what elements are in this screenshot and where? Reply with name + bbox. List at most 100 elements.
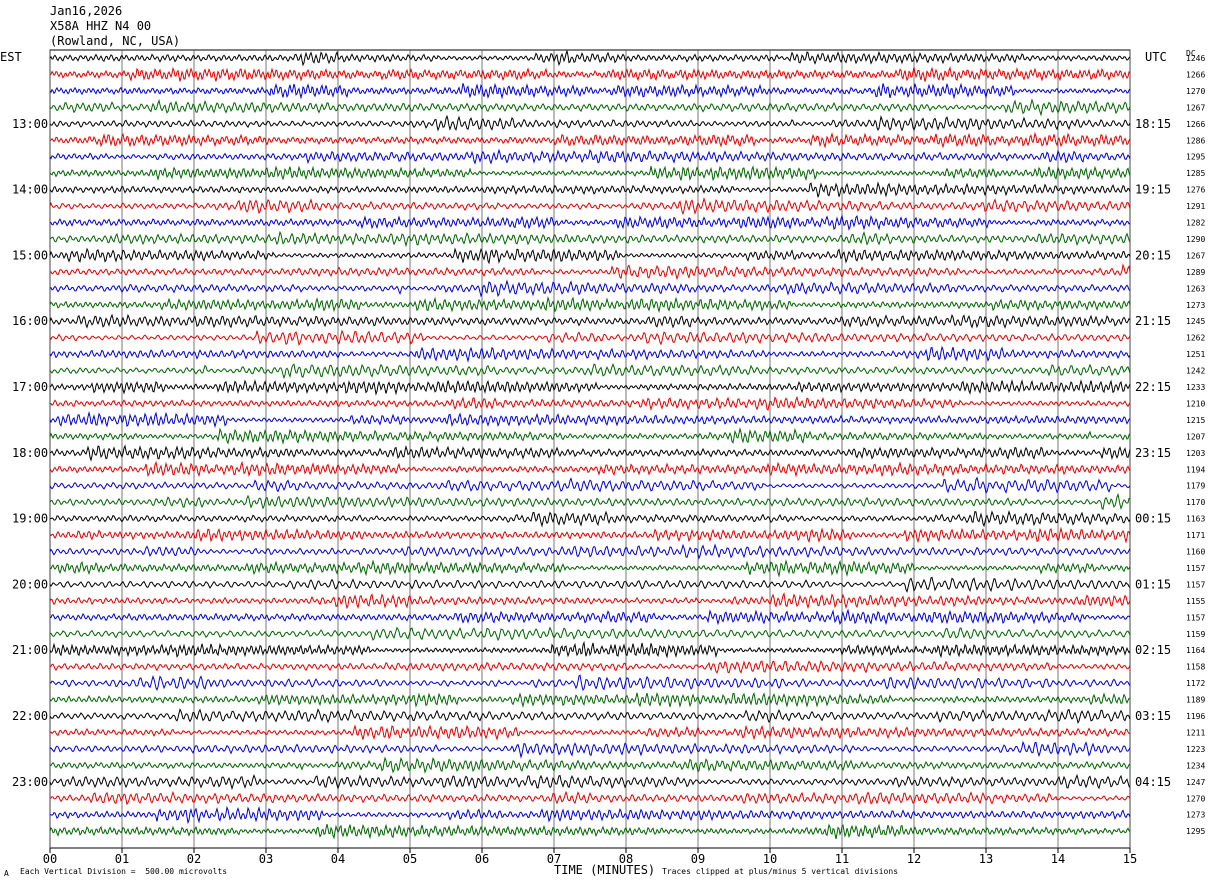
- x-tick-label: 10: [763, 852, 777, 866]
- trace-line-21: [49, 378, 1131, 396]
- plot-grid: [49, 49, 1131, 849]
- trace-line-31: [49, 543, 1131, 560]
- trace-line-42: [49, 724, 1130, 741]
- dc-offset-label: 1170: [1186, 498, 1205, 507]
- trace-line-48: [49, 823, 1131, 840]
- trace-line-13: [49, 247, 1131, 265]
- dc-offset-label: 1246: [1186, 54, 1205, 63]
- est-hour-label: 13:00: [12, 117, 48, 131]
- plot-frame: [49, 49, 1131, 849]
- dc-offset-label: 1276: [1186, 186, 1205, 195]
- utc-hour-label: 01:15: [1135, 577, 1171, 591]
- trace-line-25: [49, 444, 1131, 462]
- x-tick-label: 13: [979, 852, 993, 866]
- dc-offset-label: 1295: [1186, 153, 1205, 162]
- dc-offset-label: 1263: [1186, 284, 1205, 293]
- est-hour-label: 16:00: [12, 314, 48, 328]
- dc-offset-label: 1172: [1186, 679, 1205, 688]
- clip-note: Traces clipped at plus/minus 5 vertical …: [662, 867, 899, 876]
- trace-line-6: [49, 131, 1131, 149]
- trace-line-45: [49, 773, 1131, 791]
- dc-offset-label: 1163: [1186, 515, 1205, 524]
- dc-offset-label: 1290: [1186, 235, 1205, 244]
- trace-line-27: [49, 476, 1131, 494]
- trace-line-33: [49, 576, 1131, 594]
- trace-line-9: [49, 181, 1131, 198]
- trace-line-12: [49, 230, 1131, 248]
- trace-line-41: [49, 708, 1131, 724]
- x-tick-label: 07: [547, 852, 561, 866]
- trace-line-24: [49, 427, 1131, 445]
- trace-line-28: [49, 492, 1131, 511]
- trace-line-3: [49, 82, 1131, 100]
- dc-offset-label: 1270: [1186, 87, 1205, 96]
- dc-offset-label: 1215: [1186, 416, 1205, 425]
- trace-line-46: [49, 790, 1131, 806]
- utc-hour-label: 18:15: [1135, 117, 1171, 131]
- trace-line-1: [49, 50, 1131, 67]
- dc-offset-label: 1207: [1186, 432, 1205, 441]
- est-hour-label: 21:00: [12, 643, 48, 657]
- x-tick-label: 01: [115, 852, 129, 866]
- scale-note: Each Vertical Division = 500.00 microvol…: [20, 867, 228, 876]
- dc-offset-label: 1267: [1186, 251, 1205, 260]
- trace-line-30: [49, 526, 1131, 544]
- trace-line-4: [49, 98, 1131, 117]
- dc-offset-label: 1247: [1186, 778, 1205, 787]
- trace-line-47: [50, 805, 1131, 825]
- date-label: Jan16,2026: [50, 4, 123, 18]
- dc-offset-labels: 1246 1266 1270 1267 1266 1286 1295 1285 1276 1291…: [1186, 54, 1205, 836]
- dc-offset-label: 1158: [1186, 663, 1205, 672]
- x-tick-label: 03: [259, 852, 273, 866]
- est-hour-label: 22:00: [12, 709, 48, 723]
- dc-offset-label: 1273: [1186, 811, 1205, 820]
- dc-offset-label: 1164: [1186, 646, 1205, 655]
- dc-offset-label: 1189: [1186, 696, 1205, 705]
- trace-line-36: [49, 626, 1131, 642]
- trace-line-37: [49, 640, 1131, 659]
- trace-line-2: [49, 66, 1131, 83]
- dc-offset-label: 1210: [1186, 399, 1205, 408]
- est-hour-labels: 13:00 14:00 15:00 16:00 17:00 18:00 19:00 20:00…: [12, 117, 48, 789]
- dc-offset-label: 1242: [1186, 367, 1205, 376]
- dc-offset-label: 1282: [1186, 219, 1205, 228]
- x-tick-label: 15: [1123, 852, 1137, 866]
- trace-line-18: [49, 329, 1131, 346]
- dc-offset-label: 1159: [1186, 630, 1205, 639]
- dc-offset-label: 1245: [1186, 317, 1205, 326]
- utc-axis-label: UTC: [1145, 50, 1167, 64]
- x-axis-ticks: 00 01 02 03 04 05 06 07 08 09 10 11 12 13 14 15: [43, 848, 1137, 866]
- trace-line-43: [49, 740, 1131, 759]
- est-axis-label: EST: [0, 50, 22, 64]
- dc-offset-label: 1270: [1186, 794, 1205, 803]
- trace-line-44: [49, 756, 1131, 774]
- dc-offset-label: 1203: [1186, 449, 1205, 458]
- dc-offset-label: 1223: [1186, 745, 1205, 754]
- trace-line-23: [49, 410, 1131, 429]
- utc-hour-label: 03:15: [1135, 709, 1171, 723]
- trace-line-35: [49, 608, 1131, 626]
- est-hour-label: 15:00: [12, 248, 48, 262]
- trace-line-38: [49, 660, 1131, 674]
- trace-line-19: [49, 345, 1131, 363]
- trace-line-15: [49, 279, 1131, 298]
- est-hour-label: 18:00: [12, 446, 48, 460]
- est-hour-label: 14:00: [12, 183, 48, 197]
- est-hour-label: 19:00: [12, 512, 48, 526]
- station-label: X58A HHZ N4 00: [50, 19, 152, 33]
- dc-offset-label: 1194: [1186, 465, 1205, 474]
- trace-line-17: [49, 313, 1131, 329]
- est-hour-label: 17:00: [12, 380, 48, 394]
- dc-offset-label: 1266: [1186, 70, 1205, 79]
- dc-offset-label: 1157: [1186, 564, 1205, 573]
- est-hour-label: 23:00: [12, 775, 48, 789]
- trace-line-39: [49, 674, 1131, 692]
- trace-line-10: [49, 196, 1131, 216]
- seismic-traces: [49, 50, 1131, 840]
- utc-hour-label: 04:15: [1135, 775, 1171, 789]
- dc-offset-label: 1267: [1186, 103, 1205, 112]
- dc-offset-label: 1233: [1186, 383, 1205, 392]
- dc-offset-label: 1273: [1186, 301, 1205, 310]
- trace-line-14: [50, 263, 1131, 281]
- utc-hour-label: 21:15: [1135, 314, 1171, 328]
